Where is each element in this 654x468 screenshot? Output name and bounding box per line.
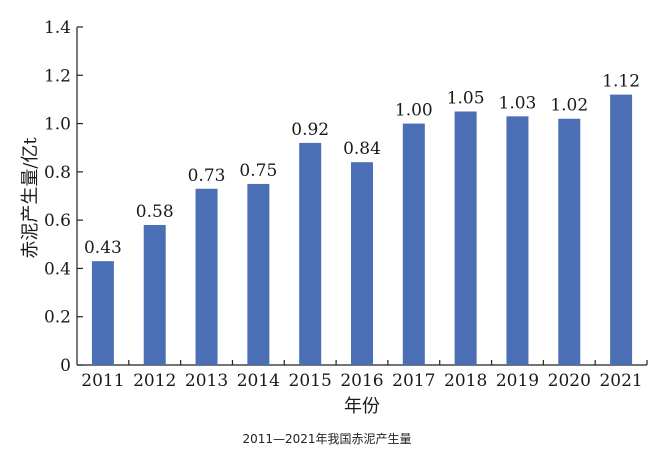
x-axis-ticks: 2011 2012 2013 2014 2015 2016 2017 2018 2019 2020… [81, 360, 648, 391]
y-tick-label: 1.2 [44, 66, 71, 86]
bar [247, 183, 270, 365]
x-tick-label: 2011 [81, 371, 124, 391]
bar [351, 162, 373, 365]
bar-value-label: 1.05 [447, 89, 485, 109]
bar-value-label: 0.58 [136, 202, 174, 222]
x-tick-label: 2020 [548, 371, 591, 391]
bar-value-label: 0.84 [343, 139, 381, 159]
y-tick-label: 1.4 [44, 18, 71, 38]
x-axis-title: 年份 [344, 396, 380, 417]
data-labels: 0.43 0.58 0.73 0.75 0.92 0.84 1.00 1.05 1.03 1.02… [84, 72, 640, 259]
bar-value-label: 0.43 [84, 238, 122, 258]
x-tick-label: 2018 [444, 371, 487, 391]
bar-value-label: 1.03 [499, 93, 537, 113]
y-tick-label: 0.8 [44, 163, 71, 183]
y-tick-label: 0 [60, 356, 71, 376]
x-tick-label: 2019 [496, 371, 539, 391]
y-tick-label: 0.6 [44, 211, 71, 231]
bar [454, 111, 477, 365]
bar-value-label: 1.00 [395, 101, 433, 121]
y-axis-ticks: 0 0.2 0.4 0.6 0.8 1.0 1.2 1.4 [44, 18, 83, 376]
bar-value-label: 0.73 [188, 166, 226, 186]
figure-caption: 2011—2021年我国赤泥产生量 [242, 432, 412, 446]
x-tick-label: 2015 [289, 371, 332, 391]
bar [558, 118, 581, 365]
bar-chart: 0.430.580.73 0.750.920.841.001.05 1.03 1.02… [20, 18, 648, 417]
bar [402, 123, 425, 365]
x-tick-label: 2014 [237, 371, 280, 391]
bar-value-label: 1.02 [550, 96, 588, 116]
bar [299, 142, 322, 365]
bar [506, 116, 529, 365]
x-tick-label: 2016 [340, 371, 383, 391]
bars [91, 94, 633, 365]
x-tick-label: 2012 [133, 371, 176, 391]
y-tick-label: 0.4 [44, 259, 71, 279]
x-tick-label: 2013 [185, 371, 228, 391]
y-tick-label: 1.0 [44, 115, 71, 135]
bar-value-label: 0.75 [239, 161, 277, 181]
x-tick-label: 2017 [392, 371, 435, 391]
bar [91, 261, 114, 365]
bar [610, 94, 633, 365]
bar [195, 188, 218, 365]
y-tick-label: 0.2 [44, 308, 71, 328]
bar [143, 224, 166, 365]
y-axis-title: 赤泥产生量/亿t [20, 137, 41, 259]
bar-value-label: 1.12 [602, 72, 640, 92]
bar-value-label: 0.92 [291, 120, 329, 140]
x-tick-label: 2021 [599, 371, 642, 391]
